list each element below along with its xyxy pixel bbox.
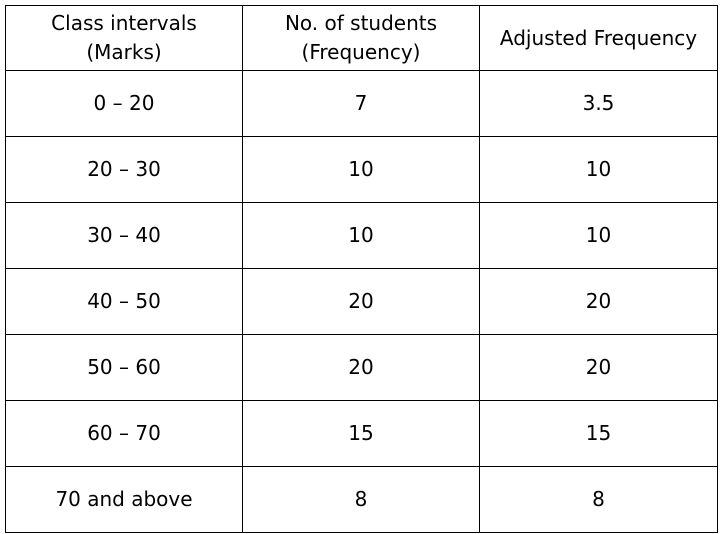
table-row: 60 – 70 15 15 <box>5 400 718 467</box>
cell-text: 10 <box>585 223 612 247</box>
cell-text: 60 – 70 <box>87 421 161 445</box>
table-cell: 50 – 60 <box>5 334 243 401</box>
cell-text: 7 <box>354 91 368 115</box>
cell-text: 0 – 20 <box>93 91 155 115</box>
table-cell: 10 <box>242 202 480 269</box>
cell-text: 10 <box>348 223 374 247</box>
header-text: (Frequency) <box>301 40 421 64</box>
cell-text: 70 and above <box>55 487 193 511</box>
table-cell: 10 <box>479 202 718 269</box>
cell-text: 20 <box>585 355 612 379</box>
table-row: 0 – 20 7 3.5 <box>5 70 718 137</box>
table-cell: 20 <box>479 334 718 401</box>
table-row: 20 – 30 10 10 <box>5 136 718 203</box>
table-cell: 30 – 40 <box>5 202 243 269</box>
table-row: 30 – 40 10 10 <box>5 202 718 269</box>
header-text: No. of students <box>284 11 438 35</box>
table-cell: 20 <box>242 268 480 335</box>
table-row: 70 and above 8 8 <box>5 466 718 533</box>
cell-text: 50 – 60 <box>87 355 161 379</box>
cell-text: 40 – 50 <box>87 289 161 313</box>
cell-text: 8 <box>354 487 368 511</box>
table-cell: 8 <box>242 466 480 533</box>
header-text: (Marks) <box>86 40 162 64</box>
table-cell: 0 – 20 <box>5 70 243 137</box>
table-cell: 20 <box>479 268 718 335</box>
cell-text: 15 <box>585 421 612 445</box>
cell-text: 20 <box>585 289 612 313</box>
cell-text: 10 <box>348 157 374 181</box>
table-row: 40 – 50 20 20 <box>5 268 718 335</box>
cell-text: 8 <box>592 487 605 511</box>
table-cell: 10 <box>479 136 718 203</box>
table-cell: 3.5 <box>479 70 718 137</box>
cell-text: 20 – 30 <box>87 157 161 181</box>
table-cell: 15 <box>479 400 718 467</box>
table-cell: 40 – 50 <box>5 268 243 335</box>
frequency-table: Class intervals (Marks) No. of students (Fr… <box>5 5 718 533</box>
cell-text: 10 <box>585 157 612 181</box>
cell-text: 3.5 <box>582 91 615 115</box>
table-row: 50 – 60 20 20 <box>5 334 718 401</box>
cell-text: 30 – 40 <box>87 223 161 247</box>
table-cell: 20 <box>242 334 480 401</box>
table-cell: 15 <box>242 400 480 467</box>
table-cell: 8 <box>479 466 718 533</box>
table-cell: 70 and above <box>5 466 243 533</box>
header-cell: Class intervals (Marks) <box>5 5 243 71</box>
table-cell: 7 <box>242 70 480 137</box>
cell-text: 20 <box>348 355 374 379</box>
table-cell: 60 – 70 <box>5 400 243 467</box>
header-row: Class intervals (Marks) No. of students (Fr… <box>5 5 718 71</box>
header-cell: No. of students (Frequency) <box>242 5 480 71</box>
table-cell: 10 <box>242 136 480 203</box>
header-text: Class intervals <box>51 11 197 35</box>
header-cell: Adjusted Frequency <box>479 5 718 71</box>
cell-text: 20 <box>348 289 374 313</box>
header-text: Adjusted Frequency <box>499 25 698 50</box>
table-cell: 20 – 30 <box>5 136 243 203</box>
cell-text: 15 <box>348 421 374 445</box>
